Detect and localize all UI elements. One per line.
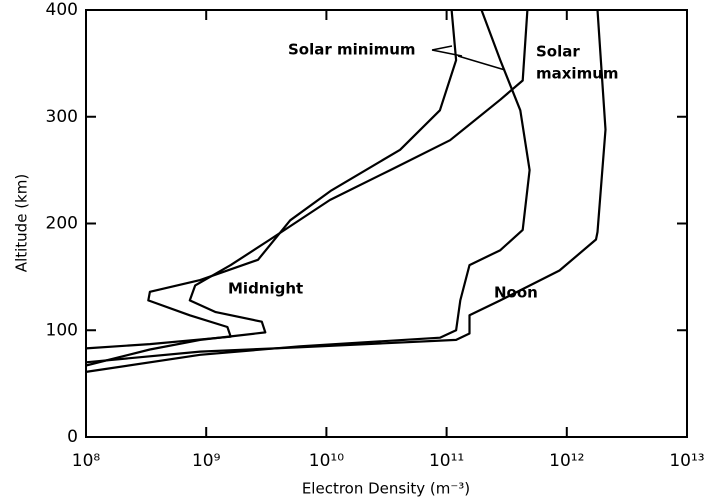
y-tick-label: 100 bbox=[46, 320, 78, 340]
x-tick-label: 10⁹ bbox=[192, 451, 221, 471]
y-tick-label: 400 bbox=[46, 0, 78, 20]
profile-line bbox=[85, 9, 458, 350]
y-tick-label: 200 bbox=[46, 214, 78, 234]
annotation: maximum bbox=[536, 65, 619, 83]
annotation: Solar minimum bbox=[288, 41, 416, 59]
profile-line bbox=[85, 9, 531, 373]
pointer bbox=[431, 45, 463, 57]
annotation: Solar bbox=[536, 43, 580, 61]
annotation: Noon bbox=[494, 284, 538, 302]
x-tick-label: 10¹⁰ bbox=[309, 451, 344, 471]
y-tick-label: 300 bbox=[46, 107, 78, 127]
x-tick-label: 10¹³ bbox=[669, 451, 704, 471]
y-tick-label: 0 bbox=[67, 427, 78, 447]
x-axis-label: Electron Density (m⁻³) bbox=[302, 480, 470, 498]
profile-line bbox=[85, 9, 529, 367]
x-tick-label: 10¹¹ bbox=[429, 451, 464, 471]
y-axis-label: Altitude (km) bbox=[13, 174, 31, 272]
x-tick-label: 10¹² bbox=[549, 451, 584, 471]
annotation: Midnight bbox=[228, 280, 303, 298]
pointer bbox=[457, 55, 506, 71]
profile-line bbox=[85, 9, 607, 364]
x-tick-label: 10⁸ bbox=[72, 451, 101, 471]
